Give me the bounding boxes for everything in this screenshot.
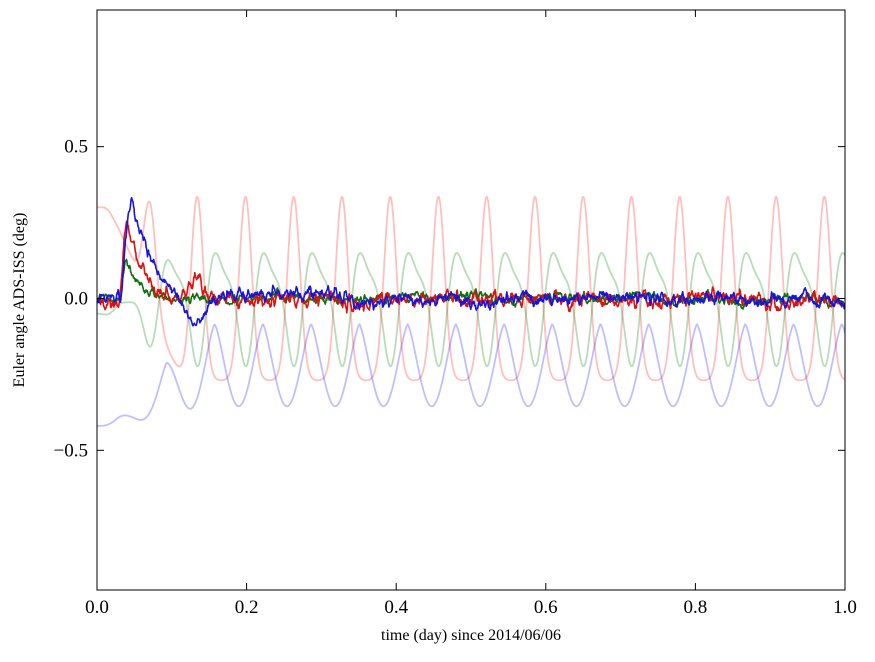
x-tick-label: 0.2: [235, 597, 259, 618]
series-layer: [97, 195, 845, 427]
x-tick-label: 1.0: [833, 597, 857, 618]
series-euler-y-raw-line: [97, 252, 845, 368]
series-euler-z-corrected-line: [97, 196, 845, 327]
x-tick-label: 0.8: [684, 597, 708, 618]
series-euler-z-raw-line: [97, 323, 845, 427]
y-tick-label: −0.5: [54, 440, 88, 461]
y-axis-label: Euler angle ADS-ISS (deg): [11, 213, 28, 388]
x-axis-label: time (day) since 2014/06/06: [381, 627, 561, 644]
axes-layer: 0.0 0.2 0.4 0.6 0.8 1.0 −0.5 0.0 0.5: [54, 9, 857, 618]
y-tick-label: 0.0: [64, 288, 88, 309]
x-tick-label: 0.4: [384, 597, 408, 618]
y-tick-label: 0.5: [64, 137, 88, 158]
x-tick-label: 0.0: [85, 597, 109, 618]
plot-frame: [96, 9, 846, 591]
x-tick-label: 0.6: [534, 597, 558, 618]
